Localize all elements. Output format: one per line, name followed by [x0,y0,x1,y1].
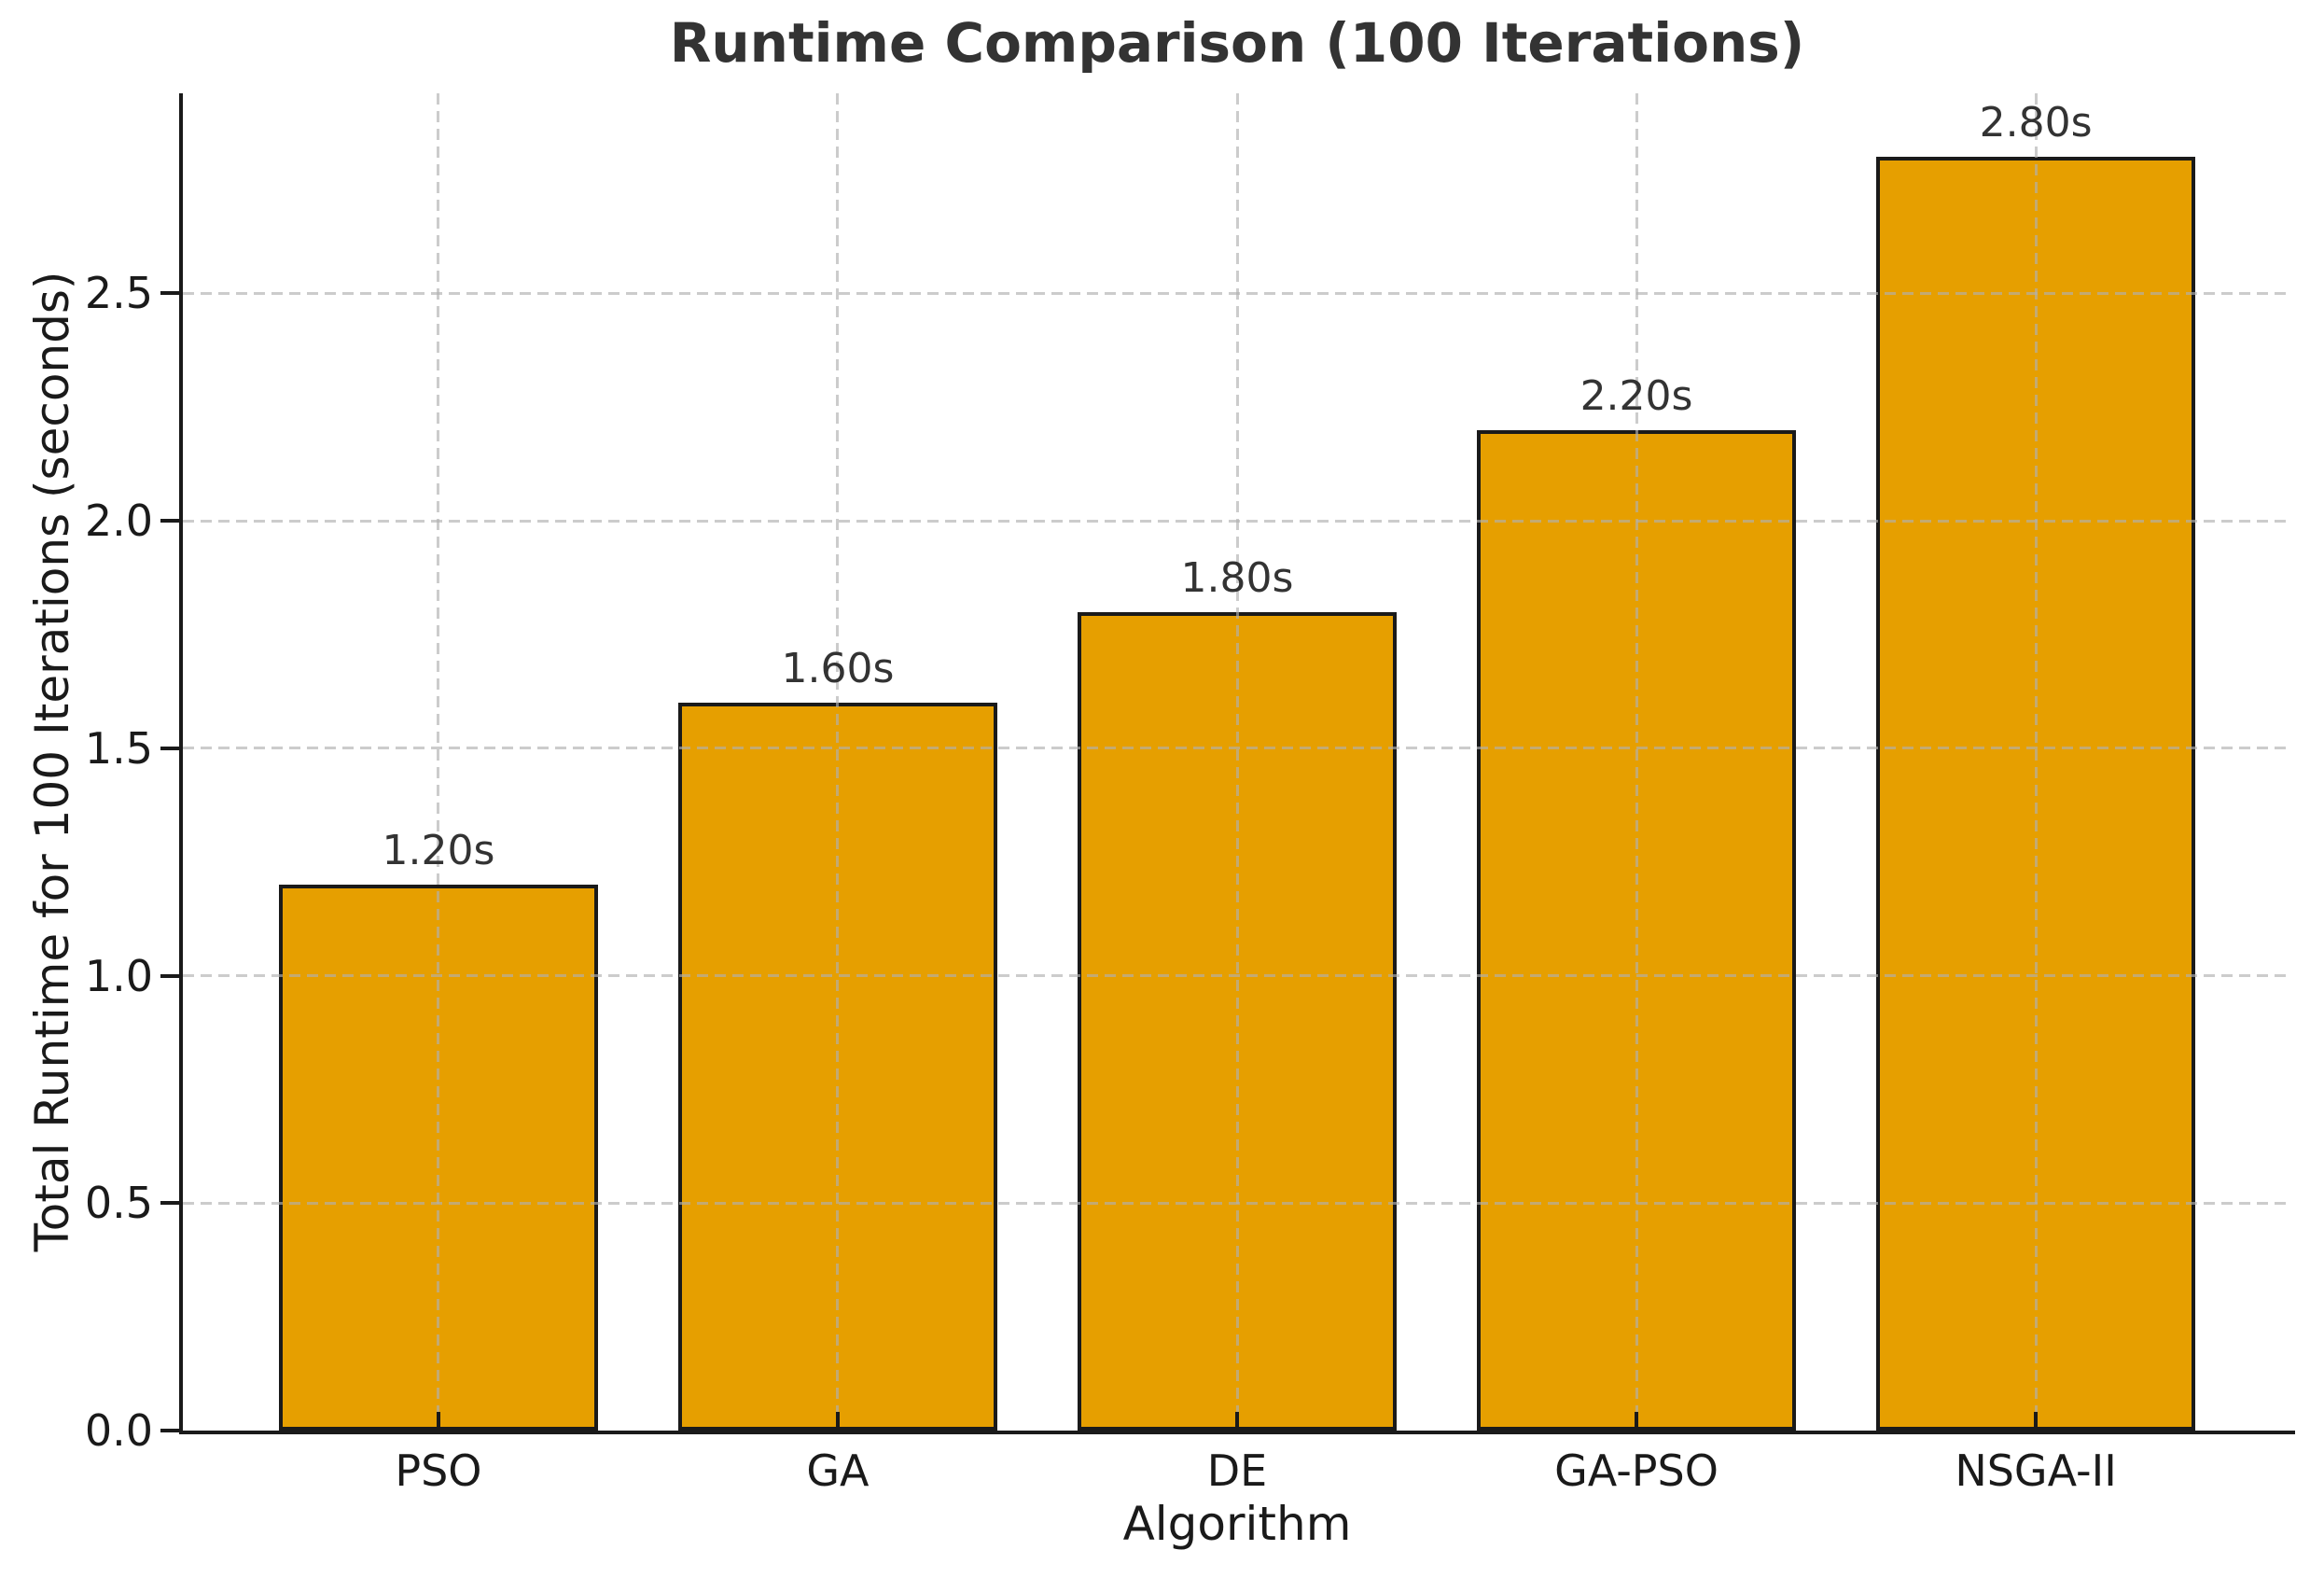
bar-value-label: 1.80s [1180,553,1294,602]
bar-value-label: 2.20s [1579,371,1693,420]
x-tick-label: GA [806,1445,870,1496]
y-tick-label: 2.0 [84,496,153,547]
chart-title: Runtime Comparison (100 Iterations) [669,11,1805,75]
bar-value-label: 1.20s [382,827,495,875]
x-tick-label: PSO [395,1445,482,1496]
x-gridline [1235,93,1239,1431]
y-tick-mark [160,519,179,524]
x-tick-mark [835,1412,840,1431]
y-tick-label: 0.0 [84,1405,153,1456]
y-tick-mark [160,1429,179,1432]
x-gridline [2034,93,2038,1431]
x-tick-mark [1635,1412,1639,1431]
y-tick-mark [160,1201,179,1206]
x-tick-label: DE [1206,1445,1268,1496]
x-gridline [1635,93,1638,1431]
y-tick-mark [160,746,179,750]
y-tick-mark [160,973,179,978]
y-tick-mark [160,291,179,296]
x-tick-label: GA-PSO [1554,1445,1719,1496]
bar-value-label: 1.60s [781,645,895,693]
x-tick-mark [2034,1412,2039,1431]
x-tick-label: NSGA-II [1955,1445,2117,1496]
x-gridline [836,93,840,1431]
y-tick-label: 0.5 [84,1178,153,1229]
x-tick-mark [1235,1412,1239,1431]
y-tick-label: 2.5 [84,268,153,319]
x-gridline [437,93,440,1431]
y-tick-label: 1.0 [84,950,153,1001]
y-tick-label: 1.5 [84,722,153,774]
plot-area: 0.0 0.5 1.0 1.5 2.0 2.5 1.20s PSO 1.60s GA 1.80s DE… [85,93,2295,1492]
y-axis-title: Total Runtime for 100 Iterations (second… [25,271,79,1252]
x-axis-title: Algorithm [1122,1497,1352,1551]
x-axis-spine [179,1431,2295,1434]
y-axis-spine [179,93,183,1434]
bar-value-label: 2.80s [1979,99,2093,147]
x-tick-mark [436,1412,440,1431]
